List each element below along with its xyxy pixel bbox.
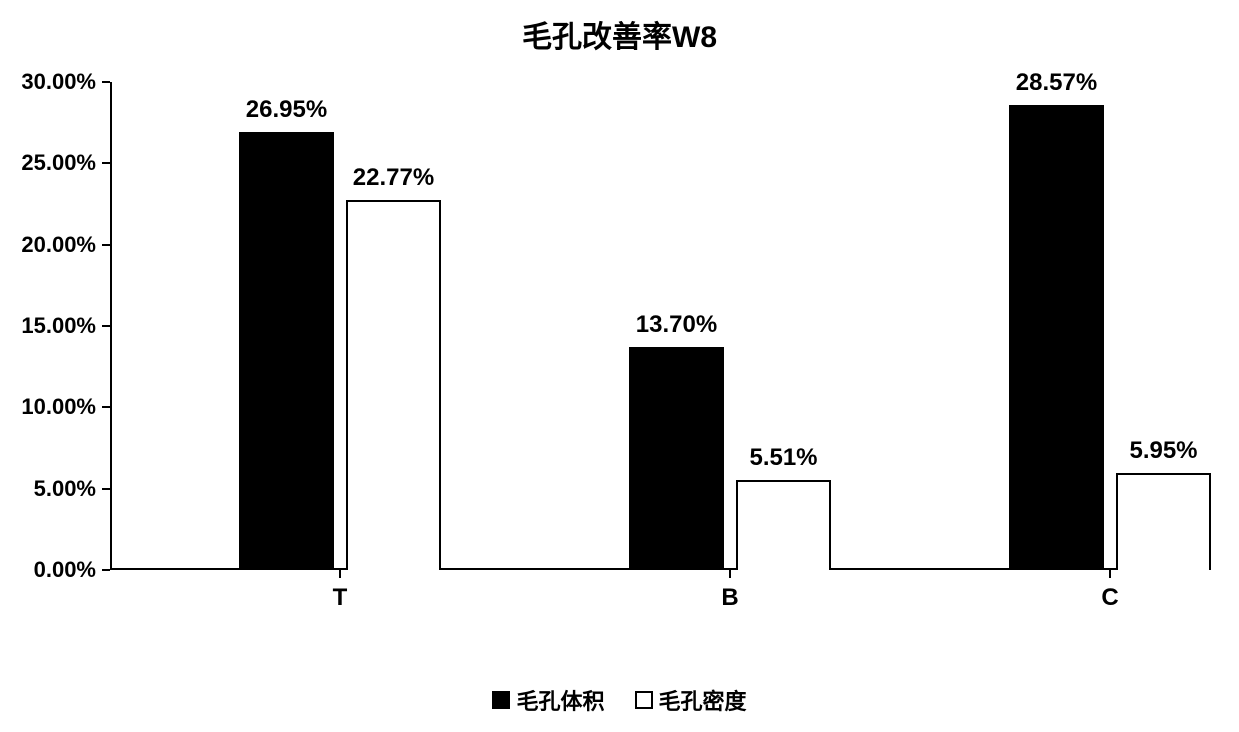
- data-label: 22.77%: [324, 164, 464, 192]
- legend-item: 毛孔密度: [635, 684, 747, 716]
- y-axis: [110, 82, 112, 570]
- y-tick: [102, 406, 110, 408]
- bar: [736, 480, 831, 570]
- y-tick-label: 5.00%: [0, 476, 96, 502]
- y-tick-label: 25.00%: [0, 150, 96, 176]
- x-tick: [339, 570, 341, 578]
- plot-area: 0.00%5.00%10.00%15.00%20.00%25.00%30.00%…: [110, 82, 1210, 570]
- legend-swatch: [492, 691, 510, 709]
- category-label: T: [280, 584, 400, 612]
- legend: 毛孔体积 毛孔密度: [0, 684, 1239, 716]
- bar: [346, 200, 441, 570]
- category-label: C: [1050, 584, 1170, 612]
- bar: [1116, 473, 1211, 570]
- chart-title: 毛孔改善率W8: [0, 12, 1239, 56]
- y-tick-label: 30.00%: [0, 69, 96, 95]
- chart-container: 毛孔改善率W8 0.00%5.00%10.00%15.00%20.00%25.0…: [0, 0, 1239, 732]
- y-tick: [102, 81, 110, 83]
- legend-label: 毛孔体积: [516, 684, 604, 716]
- y-tick: [102, 325, 110, 327]
- bar: [239, 132, 334, 570]
- y-tick-label: 10.00%: [0, 394, 96, 420]
- y-tick-label: 0.00%: [0, 557, 96, 583]
- x-tick: [1109, 570, 1111, 578]
- data-label: 13.70%: [607, 311, 747, 339]
- data-label: 26.95%: [217, 96, 357, 124]
- legend-item: 毛孔体积: [492, 684, 604, 716]
- data-label: 5.51%: [714, 444, 854, 472]
- y-tick-label: 20.00%: [0, 232, 96, 258]
- y-tick: [102, 244, 110, 246]
- data-label: 5.95%: [1094, 437, 1234, 465]
- legend-swatch: [635, 691, 653, 709]
- bar: [1009, 105, 1104, 570]
- category-label: B: [670, 584, 790, 612]
- bar: [629, 347, 724, 570]
- y-tick-label: 15.00%: [0, 313, 96, 339]
- y-tick: [102, 162, 110, 164]
- y-tick: [102, 488, 110, 490]
- y-tick: [102, 569, 110, 571]
- data-label: 28.57%: [987, 69, 1127, 97]
- legend-label: 毛孔密度: [659, 684, 747, 716]
- x-tick: [729, 570, 731, 578]
